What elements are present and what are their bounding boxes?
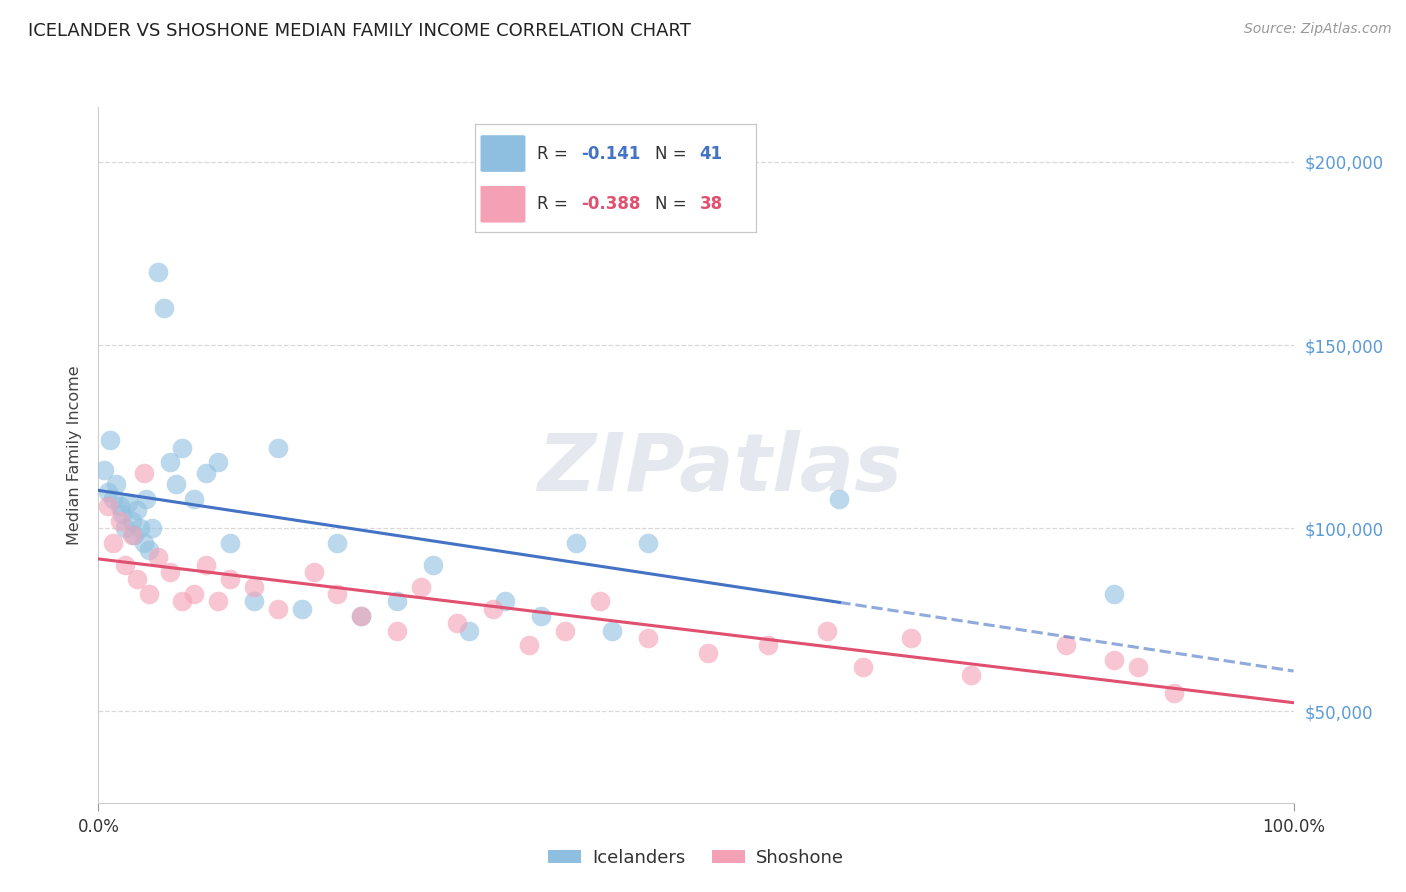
Point [183,491,205,506]
Point [494,594,516,608]
Point [194,558,217,572]
Point [124,528,146,542]
Point [637,631,659,645]
Point [243,594,266,608]
Point [267,601,290,615]
Point [141,521,163,535]
Point [97,499,120,513]
Point [385,594,409,608]
Point [565,536,588,550]
Point [267,441,290,455]
Point [132,467,155,481]
Point [1102,653,1125,667]
Point [105,477,128,491]
Point [852,660,875,674]
Point [1054,638,1078,652]
Point [138,543,160,558]
Point [959,667,981,681]
Point [290,601,312,615]
Point [554,624,576,638]
Point [114,521,136,535]
Text: Source: ZipAtlas.com: Source: ZipAtlas.com [1244,22,1392,37]
Point [422,558,444,572]
Point [125,573,148,587]
Point [219,536,242,550]
Point [93,462,115,476]
Point [165,477,187,491]
Point [148,265,170,279]
Point [111,507,134,521]
Point [153,301,176,316]
Point [108,514,131,528]
Point [243,580,266,594]
Point [697,646,720,660]
Point [207,455,229,469]
Point [828,491,851,506]
Legend: Icelanders, Shoshone: Icelanders, Shoshone [541,841,851,874]
Point [600,624,623,638]
Point [589,594,612,608]
Point [117,495,139,509]
Point [350,609,373,624]
Point [114,558,136,572]
Point [517,638,540,652]
Point [637,536,659,550]
Point [302,565,325,579]
Point [411,580,433,594]
Point [97,484,120,499]
Text: ICELANDER VS SHOSHONE MEDIAN FAMILY INCOME CORRELATION CHART: ICELANDER VS SHOSHONE MEDIAN FAMILY INCO… [28,22,690,40]
Point [529,609,551,624]
Point [121,528,143,542]
Point [446,616,468,631]
Point [350,609,373,624]
Point [135,491,157,506]
Point [458,624,481,638]
Point [326,536,349,550]
Point [148,550,170,565]
Point [132,536,155,550]
Point [101,491,124,506]
Point [900,631,922,645]
Point [1128,660,1150,674]
Point [101,536,124,550]
Point [207,594,229,608]
Point [121,514,143,528]
Point [159,455,181,469]
Point [183,587,205,601]
Point [326,587,349,601]
Text: ZIPatlas: ZIPatlas [537,430,903,508]
Point [125,503,148,517]
Point [108,499,131,513]
Point [172,441,194,455]
Point [159,565,181,579]
Y-axis label: Median Family Income: Median Family Income [66,365,82,545]
Point [756,638,779,652]
Point [385,624,409,638]
Point [1163,686,1185,700]
Point [194,467,217,481]
Point [815,624,838,638]
Point [129,521,152,535]
Point [98,434,122,448]
Point [481,601,505,615]
Point [172,594,194,608]
Point [138,587,160,601]
Point [219,573,242,587]
Point [1102,587,1125,601]
